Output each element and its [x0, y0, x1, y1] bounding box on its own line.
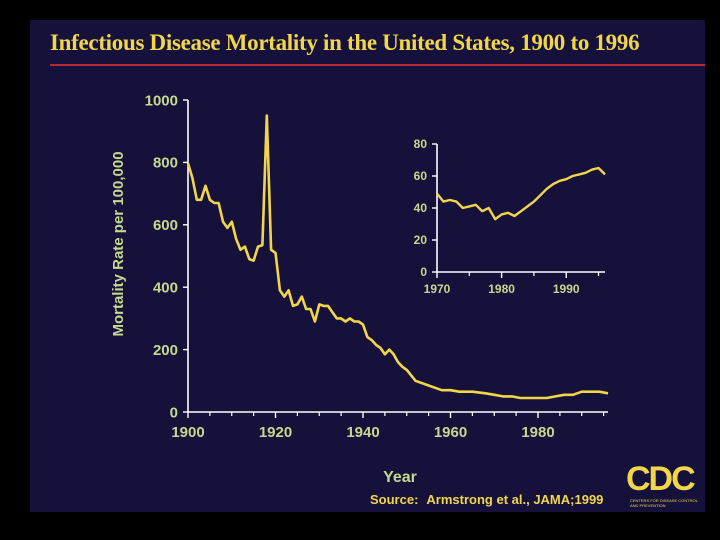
main-x-tick-label: 1940 [346, 424, 379, 441]
inset-y-tick-label: 20 [414, 233, 428, 247]
cdc-logo-subtitle: Centers for Disease Control and Preventi… [630, 498, 698, 508]
main-y-tick-label: 1000 [145, 92, 178, 109]
inset-x-tick-label: 1990 [553, 282, 580, 296]
source-text: Armstrong et al., JAMA;1999 [426, 492, 604, 507]
title-rule [50, 64, 705, 66]
main-y-tick-label: 400 [153, 279, 178, 296]
main-x-tick-label: 1980 [521, 424, 554, 441]
cdc-logo-text: CDC [626, 460, 696, 498]
main-x-tick-label: 1920 [259, 424, 292, 441]
main-y-tick-label: 0 [170, 404, 178, 421]
inset-y-tick-label: 0 [420, 265, 427, 279]
inset-y-tick-label: 80 [414, 137, 428, 151]
inset-series-line [436, 166, 606, 221]
x-axis-title: Year [383, 469, 417, 486]
chart-title: Infectious Disease Mortality in the Unit… [50, 30, 640, 55]
inset-x-tick-label: 1970 [424, 282, 451, 296]
main-y-tick-label: 200 [153, 342, 178, 359]
source-citation: Source: Armstrong et al., JAMA;1999 [370, 492, 603, 507]
y-axis-title: Mortality Rate per 100,000 [110, 151, 127, 336]
main-y-tick-label: 600 [153, 217, 178, 234]
main-series-line [186, 114, 609, 400]
main-x-tick-label: 1900 [171, 424, 204, 441]
slide-background: Infectious Disease Mortality in the Unit… [30, 20, 705, 512]
main-x-tick-label: 1960 [434, 424, 467, 441]
inset-y-tick-label: 60 [414, 169, 428, 183]
source-label: Source: [370, 492, 419, 507]
inset-y-tick-label: 40 [414, 201, 428, 215]
inset-x-tick-label: 1980 [488, 282, 515, 296]
cdc-logo: CDC Centers for Disease Control and Prev… [626, 460, 706, 510]
main-y-tick-label: 800 [153, 155, 178, 172]
